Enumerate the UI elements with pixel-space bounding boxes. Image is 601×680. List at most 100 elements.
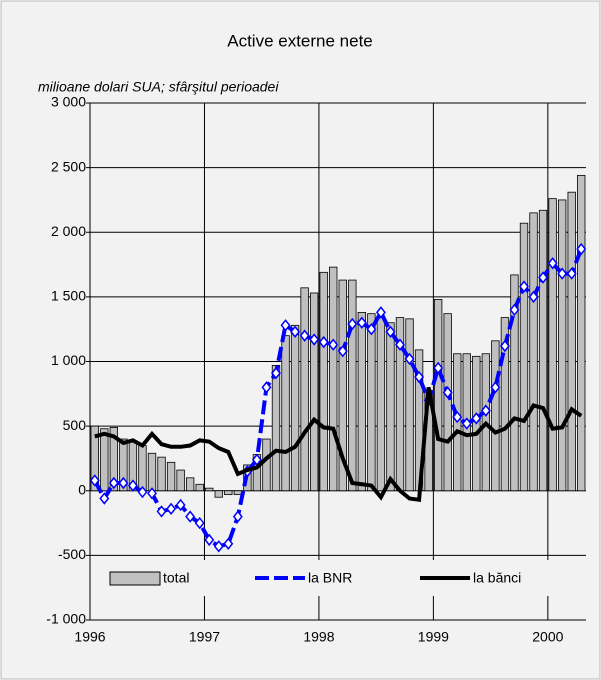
bar xyxy=(119,438,128,492)
marker xyxy=(127,479,138,492)
bar xyxy=(300,287,309,492)
bar xyxy=(386,322,395,492)
marker xyxy=(461,417,472,430)
legend-label: la bănci xyxy=(473,570,521,586)
bar xyxy=(138,445,147,492)
marker xyxy=(442,386,453,399)
marker xyxy=(499,339,510,353)
marker xyxy=(185,510,196,523)
marker xyxy=(156,505,167,518)
marker xyxy=(118,476,129,490)
marker xyxy=(566,267,577,280)
marker xyxy=(385,325,396,338)
marker xyxy=(137,485,148,499)
x-tick-label: 1997 xyxy=(189,629,220,645)
chart-subtitle: milioane dolari SUA; sfârşitul perioadei xyxy=(38,79,279,95)
line xyxy=(94,386,583,503)
marker xyxy=(204,533,215,547)
x-tick-label: 1998 xyxy=(303,629,334,645)
marker xyxy=(414,370,425,384)
bar xyxy=(529,212,538,492)
bar xyxy=(290,324,300,492)
marker xyxy=(528,290,539,304)
bar xyxy=(500,317,510,492)
bar xyxy=(100,428,109,492)
bar xyxy=(491,340,500,492)
bar xyxy=(376,315,386,492)
y-tick-label: 500 xyxy=(63,417,87,433)
bar xyxy=(519,222,529,492)
marker xyxy=(213,540,224,553)
marker xyxy=(547,257,558,270)
y-tick-label: -1 000 xyxy=(46,611,86,627)
y-tick-label: 2 000 xyxy=(51,223,86,239)
marker xyxy=(309,333,320,346)
marker xyxy=(557,267,568,280)
marker xyxy=(261,381,272,394)
bar xyxy=(271,364,281,492)
marker xyxy=(194,516,205,530)
legend-label: la BNR xyxy=(308,570,352,586)
y-tick-label: 1 000 xyxy=(51,352,86,368)
marker xyxy=(404,352,415,366)
bar xyxy=(214,490,223,498)
marker xyxy=(99,492,110,505)
x-tick-label: 2000 xyxy=(532,629,563,645)
line xyxy=(92,248,584,549)
bar xyxy=(357,311,367,492)
marker xyxy=(318,335,329,349)
y-tick-label: -500 xyxy=(58,546,86,562)
bar xyxy=(176,469,185,492)
bar xyxy=(319,271,328,492)
bar xyxy=(147,452,157,492)
marker xyxy=(480,404,491,417)
bar xyxy=(309,292,319,492)
y-tick-label: 1 500 xyxy=(51,288,86,304)
legend-box xyxy=(100,560,565,596)
bar xyxy=(538,209,548,492)
marker xyxy=(299,329,310,342)
bar xyxy=(185,477,195,492)
x-tick-label: 1999 xyxy=(418,629,449,645)
marker xyxy=(490,381,501,394)
bar xyxy=(109,427,119,492)
marker xyxy=(366,322,377,336)
bar xyxy=(567,191,576,492)
bar xyxy=(166,461,176,492)
marker xyxy=(166,502,177,516)
marker xyxy=(519,280,529,293)
bar xyxy=(548,198,557,492)
marker xyxy=(290,325,301,338)
marker xyxy=(271,366,281,380)
marker xyxy=(328,338,339,351)
marker xyxy=(223,537,234,550)
marker xyxy=(232,510,243,523)
bar xyxy=(577,174,586,492)
bar xyxy=(510,274,519,492)
bar xyxy=(329,266,338,492)
bar xyxy=(367,313,376,492)
legend-label: total xyxy=(163,570,189,586)
marker xyxy=(147,487,157,500)
legend-swatch xyxy=(109,571,161,586)
y-tick-label: 3 000 xyxy=(51,94,86,110)
bar xyxy=(224,490,233,496)
marker xyxy=(538,271,549,284)
x-tick-label: 1996 xyxy=(74,629,105,645)
chart-title: Active externe nete xyxy=(227,31,373,50)
marker xyxy=(576,242,587,256)
y-tick-label: 2 500 xyxy=(51,158,86,174)
bar xyxy=(90,425,99,492)
marker xyxy=(433,361,444,375)
marker xyxy=(108,476,119,490)
bar xyxy=(157,456,166,492)
marker xyxy=(89,474,100,487)
bar xyxy=(348,279,357,492)
bar xyxy=(262,438,271,492)
marker xyxy=(471,412,482,425)
bar xyxy=(281,335,290,492)
marker xyxy=(356,316,367,329)
bar xyxy=(433,299,443,492)
marker xyxy=(452,410,463,424)
